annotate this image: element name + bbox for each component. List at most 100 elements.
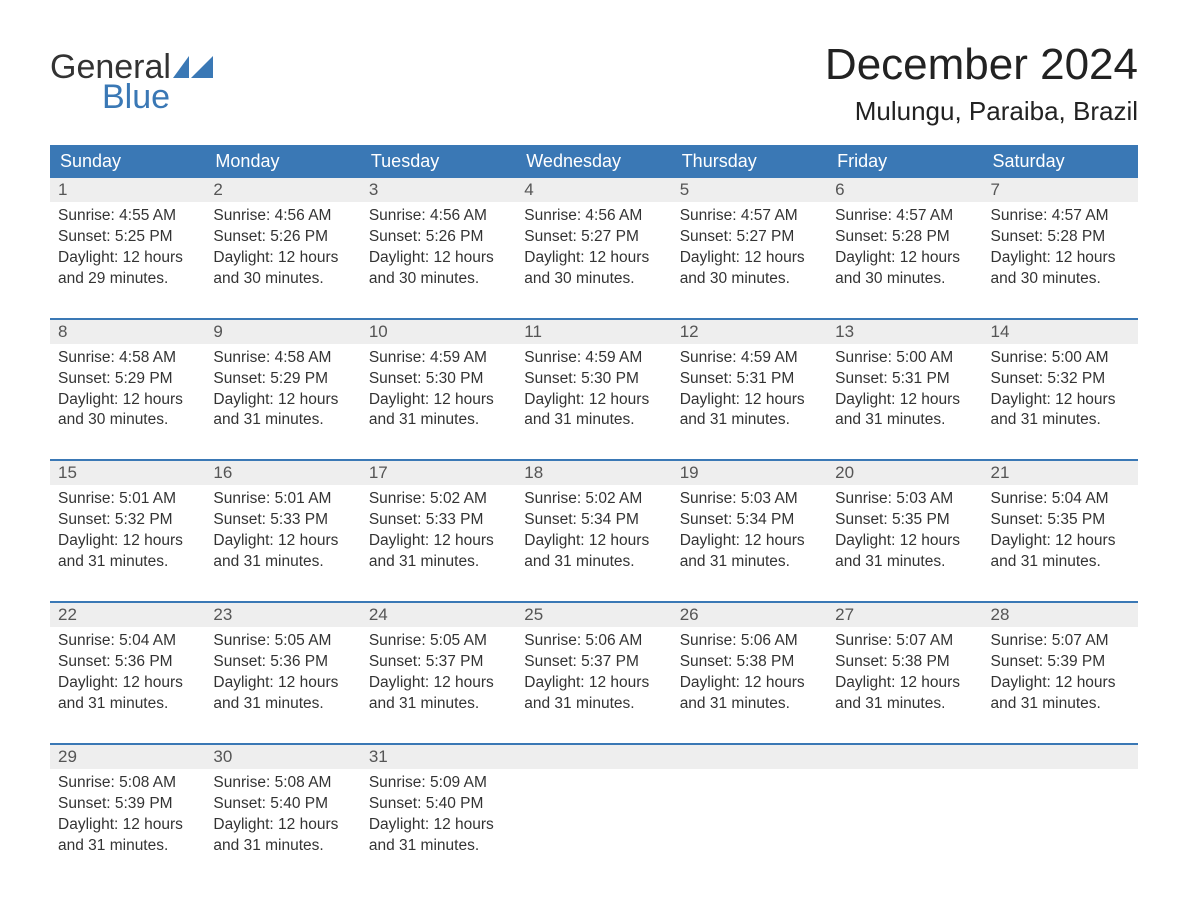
day-content-cell: Sunrise: 4:59 AMSunset: 5:31 PMDaylight:… (672, 344, 827, 461)
day-number-cell: 2 (205, 178, 360, 202)
day-number-cell: 23 (205, 602, 360, 627)
day-number-cell: 4 (516, 178, 671, 202)
daylight-line: Daylight: 12 hours and 31 minutes. (835, 390, 974, 432)
daylight-line: Daylight: 12 hours and 31 minutes. (991, 673, 1130, 715)
day-content-cell: Sunrise: 5:07 AMSunset: 5:39 PMDaylight:… (983, 627, 1138, 744)
sunrise-line: Sunrise: 5:08 AM (58, 773, 197, 794)
day-content-cell: Sunrise: 5:00 AMSunset: 5:31 PMDaylight:… (827, 344, 982, 461)
sunset-line: Sunset: 5:40 PM (369, 794, 508, 815)
sunrise-line: Sunrise: 5:02 AM (369, 489, 508, 510)
sunrise-line: Sunrise: 4:57 AM (680, 206, 819, 227)
sunrise-line: Sunrise: 5:08 AM (213, 773, 352, 794)
day-content-cell: Sunrise: 4:56 AMSunset: 5:26 PMDaylight:… (205, 202, 360, 319)
sunset-line: Sunset: 5:34 PM (524, 510, 663, 531)
daylight-line: Daylight: 12 hours and 31 minutes. (213, 673, 352, 715)
day-number-cell: 14 (983, 319, 1138, 344)
sunrise-line: Sunrise: 5:09 AM (369, 773, 508, 794)
sunset-line: Sunset: 5:38 PM (680, 652, 819, 673)
day-header: Tuesday (361, 145, 516, 178)
day-header: Wednesday (516, 145, 671, 178)
day-content-cell: Sunrise: 4:59 AMSunset: 5:30 PMDaylight:… (516, 344, 671, 461)
sunrise-line: Sunrise: 5:00 AM (991, 348, 1130, 369)
day-number-cell: 18 (516, 460, 671, 485)
week-content-row: Sunrise: 5:04 AMSunset: 5:36 PMDaylight:… (50, 627, 1138, 744)
day-content-cell (672, 769, 827, 885)
daylight-line: Daylight: 12 hours and 30 minutes. (835, 248, 974, 290)
flag-icon (173, 56, 213, 78)
day-content-cell: Sunrise: 5:03 AMSunset: 5:35 PMDaylight:… (827, 485, 982, 602)
day-number-cell: 17 (361, 460, 516, 485)
day-content-cell: Sunrise: 5:02 AMSunset: 5:33 PMDaylight:… (361, 485, 516, 602)
sunrise-line: Sunrise: 5:04 AM (58, 631, 197, 652)
header: General Blue December 2024 Mulungu, Para… (50, 40, 1138, 137)
sunrise-line: Sunrise: 4:56 AM (524, 206, 663, 227)
week-content-row: Sunrise: 4:58 AMSunset: 5:29 PMDaylight:… (50, 344, 1138, 461)
sunrise-line: Sunrise: 5:04 AM (991, 489, 1130, 510)
day-content-cell: Sunrise: 5:05 AMSunset: 5:37 PMDaylight:… (361, 627, 516, 744)
sunrise-line: Sunrise: 5:06 AM (680, 631, 819, 652)
sunrise-line: Sunrise: 4:59 AM (369, 348, 508, 369)
day-number-cell: 5 (672, 178, 827, 202)
sunrise-line: Sunrise: 5:05 AM (369, 631, 508, 652)
sunset-line: Sunset: 5:32 PM (58, 510, 197, 531)
day-content-cell: Sunrise: 5:08 AMSunset: 5:39 PMDaylight:… (50, 769, 205, 885)
daylight-line: Daylight: 12 hours and 31 minutes. (524, 390, 663, 432)
day-content-cell: Sunrise: 5:03 AMSunset: 5:34 PMDaylight:… (672, 485, 827, 602)
daylight-line: Daylight: 12 hours and 30 minutes. (369, 248, 508, 290)
day-content-cell (827, 769, 982, 885)
day-content-cell: Sunrise: 4:55 AMSunset: 5:25 PMDaylight:… (50, 202, 205, 319)
daylight-line: Daylight: 12 hours and 31 minutes. (369, 815, 508, 857)
daylight-line: Daylight: 12 hours and 31 minutes. (213, 390, 352, 432)
day-number-cell: 1 (50, 178, 205, 202)
sunset-line: Sunset: 5:36 PM (213, 652, 352, 673)
sunrise-line: Sunrise: 4:56 AM (213, 206, 352, 227)
day-number-cell: 26 (672, 602, 827, 627)
day-number-cell: 8 (50, 319, 205, 344)
daylight-line: Daylight: 12 hours and 31 minutes. (680, 531, 819, 573)
day-number-cell: 7 (983, 178, 1138, 202)
day-number-cell: 11 (516, 319, 671, 344)
sunrise-line: Sunrise: 5:07 AM (835, 631, 974, 652)
day-content-cell (983, 769, 1138, 885)
day-content-cell: Sunrise: 5:01 AMSunset: 5:32 PMDaylight:… (50, 485, 205, 602)
sunset-line: Sunset: 5:30 PM (524, 369, 663, 390)
sunset-line: Sunset: 5:35 PM (991, 510, 1130, 531)
logo: General Blue (50, 40, 213, 114)
sunrise-line: Sunrise: 5:03 AM (680, 489, 819, 510)
week-number-row: 891011121314 (50, 319, 1138, 344)
day-number-cell: 20 (827, 460, 982, 485)
daylight-line: Daylight: 12 hours and 31 minutes. (369, 390, 508, 432)
day-number-cell: 29 (50, 744, 205, 769)
day-content-cell: Sunrise: 4:59 AMSunset: 5:30 PMDaylight:… (361, 344, 516, 461)
day-number-cell (516, 744, 671, 769)
sunset-line: Sunset: 5:39 PM (991, 652, 1130, 673)
day-content-cell: Sunrise: 4:56 AMSunset: 5:26 PMDaylight:… (361, 202, 516, 319)
day-number-cell: 19 (672, 460, 827, 485)
sunrise-line: Sunrise: 4:59 AM (524, 348, 663, 369)
day-header: Thursday (672, 145, 827, 178)
day-content-cell: Sunrise: 4:56 AMSunset: 5:27 PMDaylight:… (516, 202, 671, 319)
daylight-line: Daylight: 12 hours and 31 minutes. (524, 673, 663, 715)
sunset-line: Sunset: 5:25 PM (58, 227, 197, 248)
week-number-row: 15161718192021 (50, 460, 1138, 485)
day-content-cell: Sunrise: 5:09 AMSunset: 5:40 PMDaylight:… (361, 769, 516, 885)
day-content-cell: Sunrise: 5:00 AMSunset: 5:32 PMDaylight:… (983, 344, 1138, 461)
sunset-line: Sunset: 5:33 PM (213, 510, 352, 531)
sunrise-line: Sunrise: 4:59 AM (680, 348, 819, 369)
day-number-cell (827, 744, 982, 769)
daylight-line: Daylight: 12 hours and 30 minutes. (58, 390, 197, 432)
sunset-line: Sunset: 5:27 PM (524, 227, 663, 248)
daylight-line: Daylight: 12 hours and 31 minutes. (991, 390, 1130, 432)
day-content-cell: Sunrise: 4:57 AMSunset: 5:28 PMDaylight:… (983, 202, 1138, 319)
daylight-line: Daylight: 12 hours and 31 minutes. (369, 673, 508, 715)
week-number-row: 293031 (50, 744, 1138, 769)
sunset-line: Sunset: 5:35 PM (835, 510, 974, 531)
day-content-cell (516, 769, 671, 885)
sunrise-line: Sunrise: 4:58 AM (213, 348, 352, 369)
day-content-cell: Sunrise: 5:04 AMSunset: 5:36 PMDaylight:… (50, 627, 205, 744)
day-content-cell: Sunrise: 4:57 AMSunset: 5:27 PMDaylight:… (672, 202, 827, 319)
sunset-line: Sunset: 5:39 PM (58, 794, 197, 815)
day-number-cell: 25 (516, 602, 671, 627)
sunrise-line: Sunrise: 5:03 AM (835, 489, 974, 510)
daylight-line: Daylight: 12 hours and 31 minutes. (58, 815, 197, 857)
